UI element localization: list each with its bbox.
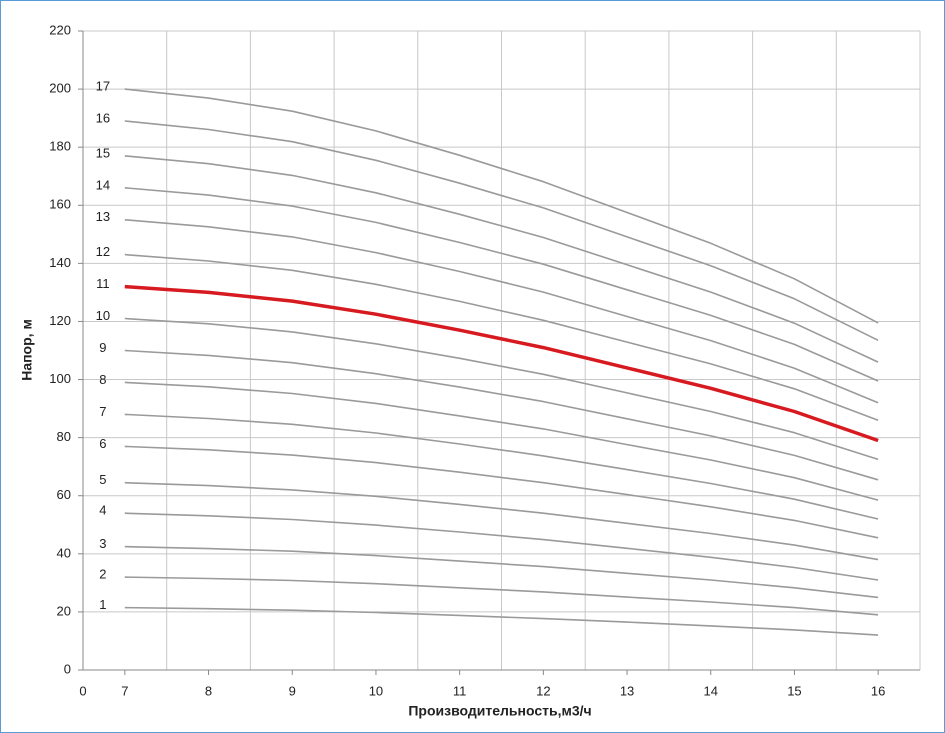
curve-label: 9 xyxy=(99,340,106,355)
curve-label: 14 xyxy=(96,177,110,192)
x-tick-label: 10 xyxy=(369,683,383,698)
curve xyxy=(124,545,879,599)
y-tick-label: 200 xyxy=(49,81,71,96)
curve-label: 13 xyxy=(96,209,110,224)
curve xyxy=(124,88,879,324)
curve-label: 6 xyxy=(99,436,106,451)
y-tick-label: 180 xyxy=(49,139,71,154)
curve-label: 11 xyxy=(96,276,110,291)
curve-label: 12 xyxy=(96,244,110,259)
curve-label: 1 xyxy=(99,597,106,612)
curve-label: 10 xyxy=(96,308,110,323)
curve-label: 3 xyxy=(99,536,106,551)
curve xyxy=(124,481,879,561)
y-tick-label: 220 xyxy=(49,22,71,37)
y-tick-label: 140 xyxy=(49,255,71,270)
curve xyxy=(124,512,879,581)
curve xyxy=(124,576,879,616)
x-tick-label: 8 xyxy=(205,683,212,698)
curve xyxy=(124,284,879,443)
y-tick-label: 20 xyxy=(57,603,71,618)
curve-label: 2 xyxy=(99,566,106,581)
y-tick-label: 60 xyxy=(57,487,71,502)
curve xyxy=(124,445,879,539)
x-tick-label: 0 xyxy=(79,683,86,698)
curve xyxy=(124,317,879,461)
curve-label: 8 xyxy=(99,372,106,387)
y-axis-title: Напор, м xyxy=(19,319,35,381)
curve-label: 16 xyxy=(96,110,110,125)
y-tick-label: 100 xyxy=(49,371,71,386)
curve-label: 4 xyxy=(99,503,106,518)
y-tick-label: 80 xyxy=(57,429,71,444)
y-tick-label: 0 xyxy=(64,661,71,676)
curve xyxy=(124,155,879,363)
y-tick-label: 120 xyxy=(49,313,71,328)
curve xyxy=(124,219,879,404)
curve xyxy=(124,381,879,501)
x-tick-label: 16 xyxy=(871,683,885,698)
curve xyxy=(124,253,879,421)
x-axis-title: Производительность,м3/ч xyxy=(408,703,591,719)
curve xyxy=(124,187,879,382)
curve xyxy=(124,349,879,481)
curve xyxy=(124,606,879,636)
x-tick-label: 13 xyxy=(620,683,634,698)
curve xyxy=(124,120,879,342)
x-tick-label: 12 xyxy=(536,683,550,698)
x-tick-label: 15 xyxy=(787,683,801,698)
curve-label: 15 xyxy=(96,145,110,160)
curve-label: 17 xyxy=(96,79,110,94)
x-tick-label: 7 xyxy=(121,683,128,698)
y-tick-label: 40 xyxy=(57,545,71,560)
curve-label: 7 xyxy=(99,404,106,419)
x-tick-label: 14 xyxy=(704,683,718,698)
y-tick-label: 160 xyxy=(49,197,71,212)
x-tick-label: 9 xyxy=(289,683,296,698)
x-tick-label: 11 xyxy=(453,683,467,698)
curve xyxy=(124,413,879,520)
curve-label: 5 xyxy=(99,472,106,487)
